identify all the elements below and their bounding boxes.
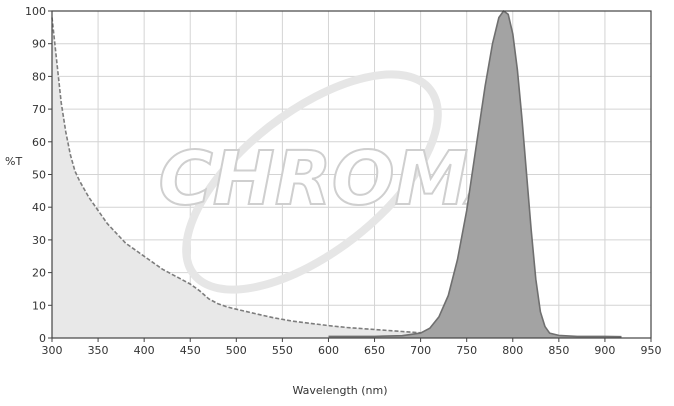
grid-layer: [52, 11, 651, 338]
x-tick-label-350: 350: [88, 344, 109, 357]
y-tick-label-100: 100: [25, 5, 46, 18]
y-tick-label-30: 30: [32, 234, 46, 247]
y-tick-label-60: 60: [32, 136, 46, 149]
x-axis-title: Wavelength (nm): [292, 384, 387, 397]
series-1-area: [52, 17, 493, 338]
x-tick-label-900: 900: [594, 344, 615, 357]
y-tick-label-20: 20: [32, 267, 46, 280]
x-tick-label-400: 400: [134, 344, 155, 357]
x-tick-label-850: 850: [548, 344, 569, 357]
y-tick-label-90: 90: [32, 38, 46, 51]
series-layer: [51, 10, 622, 338]
y-axis-ticks: 0 10 20 30 40 50 60 70 80 90 100: [25, 5, 52, 345]
y-tick-label-50: 50: [32, 169, 46, 182]
x-axis-ticks: 300 350 400 450 500 550 600 650 700 750 800 850 900 9…: [42, 338, 662, 357]
x-tick-label-550: 550: [272, 344, 293, 357]
x-tick-label-300: 300: [42, 344, 63, 357]
chroma-watermark: CHROMA: [157, 70, 527, 294]
y-tick-label-10: 10: [32, 299, 46, 312]
series-1-line: [51, 17, 493, 337]
x-tick-label-650: 650: [364, 344, 385, 357]
y-tick-label-70: 70: [32, 103, 46, 116]
series-2-line: [328, 10, 622, 338]
y-axis-title: %T: [5, 155, 22, 168]
x-tick-label-750: 750: [456, 344, 477, 357]
x-tick-label-950: 950: [641, 344, 662, 357]
watermark-text: CHROMA: [158, 136, 525, 222]
watermark-swoosh: [182, 70, 442, 294]
x-tick-label-600: 600: [318, 344, 339, 357]
y-tick-label-0: 0: [39, 332, 46, 345]
y-tick-label-40: 40: [32, 201, 46, 214]
x-tick-label-450: 450: [180, 344, 201, 357]
x-tick-label-700: 700: [410, 344, 431, 357]
x-tick-label-800: 800: [502, 344, 523, 357]
y-tick-label-80: 80: [32, 70, 46, 83]
x-tick-label-500: 500: [226, 344, 247, 357]
series-2-area: [328, 11, 622, 338]
